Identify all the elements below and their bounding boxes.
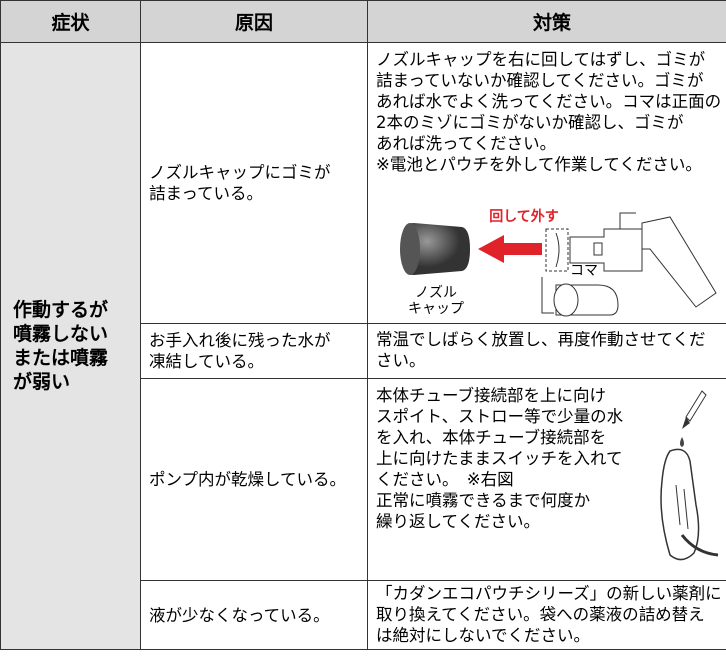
cause-cell: ノズルキャップにゴミが 詰まっている。 xyxy=(140,42,368,324)
remedy-line: 常温でしばらく放置し、再度作動させてくだ xyxy=(376,330,706,349)
header-cell: 原因 xyxy=(140,0,368,43)
remedy-line: さい。 xyxy=(376,351,426,370)
remedy-line: スポイト、ストロー等で少量の水 xyxy=(376,407,624,426)
device-body xyxy=(660,448,700,561)
cause-cell: ポンプ内が乾燥している。 xyxy=(140,378,368,581)
koma-face xyxy=(553,283,579,317)
remedy-cell: 常温でしばらく放置し、再度作動させてくだ さい。 xyxy=(367,323,726,379)
remedy-cell: ノズルキャップを右に回してはずし、ゴミが 詰まっていないか確認してください。ゴミが… xyxy=(367,42,726,324)
remedy-line: 上に向けたままスイッチを入れて xyxy=(376,449,623,468)
symptom-cell: 作動するが 噴霧しない または噴霧 が弱い xyxy=(0,42,141,650)
nozzle-body xyxy=(569,228,643,272)
nozzle-arm xyxy=(641,216,717,308)
symptom-line: 作動するが xyxy=(13,299,109,321)
symptom-line: 噴霧しない xyxy=(13,323,109,345)
header-cell: 症状 xyxy=(0,0,141,43)
callout-line xyxy=(619,212,636,229)
cause-line: お手入れ後に残った水が xyxy=(149,331,331,350)
cap-label: ノズル xyxy=(415,285,457,301)
device-figure xyxy=(660,390,719,561)
nozzle-figure: 回して外す コマ ノズル キャップ xyxy=(400,208,717,317)
nozzle-cap xyxy=(404,223,470,275)
remedy-line: あれば洗ってください。 xyxy=(376,134,557,153)
remedy-line: あれば水でよく洗ってください。コマは正面の xyxy=(376,92,722,111)
remedy-line: 2本のミゾにゴミがないか確認し、ゴミが xyxy=(376,113,684,132)
header-cell: 対策 xyxy=(367,0,726,43)
nozzle-slot xyxy=(593,242,603,256)
symptom-line: または噴霧 xyxy=(13,347,109,369)
dropper-tip xyxy=(682,417,690,429)
remedy-line: 正常に噴霧できるまで何度か xyxy=(376,491,591,510)
remedy-line: 「カダンエコパウチシリーズ」の新しい薬剤に xyxy=(376,584,722,603)
cause-line: ポンプ内が乾燥している。 xyxy=(149,470,347,489)
cause-cell: 液が少なくなっている。 xyxy=(140,580,368,650)
cause-line: 凍結している。 xyxy=(149,352,265,371)
remedy-line: 繰り返してください。 xyxy=(376,512,541,531)
dashed-box xyxy=(545,228,569,272)
remedy-line: は絶対にしないでください。 xyxy=(376,626,591,645)
koma-label: コマ xyxy=(570,263,598,279)
device-tube xyxy=(680,534,719,557)
koma-edge xyxy=(555,232,560,268)
dropper xyxy=(685,390,707,422)
cap-label: キャップ xyxy=(408,301,464,317)
cause-line: 詰まっている。 xyxy=(149,184,264,203)
arrow-label: 回して外す xyxy=(489,208,559,225)
cause-line: ノズルキャップにゴミが xyxy=(149,163,331,182)
cause-cell: お手入れ後に残った水が 凍結している。 xyxy=(140,323,368,379)
remedy-line: ※電池とパウチを外して作業してください。 xyxy=(376,155,702,174)
symptom-line: が弱い xyxy=(13,371,71,393)
nozzle-cap-face xyxy=(400,223,420,275)
drop xyxy=(680,437,684,447)
remedy-cell: 「カダンエコパウチシリーズ」の新しい薬剤に 取り換えてください。袋への薬液の詰め替… xyxy=(367,580,726,650)
remedy-line: 詰まっていないか確認してください。ゴミが xyxy=(376,71,704,90)
cause-line: 液が少なくなっている。 xyxy=(149,605,330,625)
callout-line xyxy=(541,277,554,314)
remedy-line: 本体チューブ接続部を上に向け xyxy=(376,386,607,405)
remedy-line: ノズルキャップを右に回してはずし、ゴミが xyxy=(376,50,706,69)
remedy-cell: 本体チューブ接続部を上に向け スポイト、ストロー等で少量の水 を入れ、本体チューブ接… xyxy=(367,378,726,581)
remedy-line: を入れ、本体チューブ接続部を xyxy=(376,428,607,447)
remedy-line: ください。 ※右図 xyxy=(376,470,514,489)
arrow xyxy=(478,235,542,263)
remedy-line: 取り換えてください。袋への薬液の詰め替え xyxy=(376,605,705,624)
device-detail xyxy=(675,484,689,530)
